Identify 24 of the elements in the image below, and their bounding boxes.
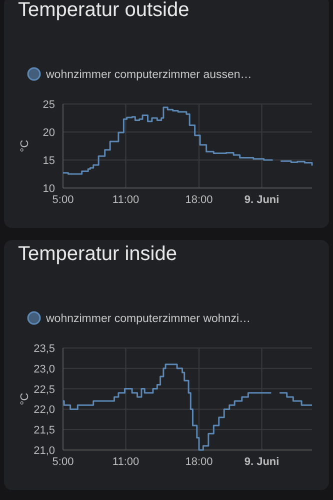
y-tick-label: 23,0 bbox=[34, 363, 55, 376]
legend-label: wohnzimmer computerzimmer aussen… bbox=[45, 69, 252, 81]
y-tick-label: 22,5 bbox=[34, 384, 55, 396]
legend-label: wohnzimmer computerzimmer wohnzi… bbox=[45, 313, 250, 325]
y-tick-label: 21,5 bbox=[34, 424, 55, 437]
y-tick-label: 21,0 bbox=[34, 445, 55, 457]
x-tick-label: 18:00 bbox=[185, 456, 213, 468]
chart-title: Temperatur inside bbox=[18, 243, 177, 265]
y-axis-title: °C bbox=[19, 392, 31, 406]
x-tick-label: 11:00 bbox=[112, 456, 140, 468]
chart-title: Temperatur outside bbox=[18, 0, 190, 21]
x-tick-label: 9. Juni bbox=[244, 194, 280, 206]
x-tick-label: 5:00 bbox=[52, 456, 74, 468]
y-tick-label: 23,5 bbox=[34, 343, 55, 355]
y-tick-label: 20 bbox=[42, 127, 55, 139]
y-tick-label: 15 bbox=[42, 155, 55, 167]
y-axis-title: °C bbox=[19, 140, 31, 152]
y-tick-label: 25 bbox=[42, 99, 55, 111]
x-tick-label: 9. Juni bbox=[244, 456, 280, 468]
y-tick-label: 22,0 bbox=[34, 404, 55, 416]
x-tick-label: 11:00 bbox=[112, 194, 140, 206]
x-tick-label: 5:00 bbox=[52, 194, 74, 206]
x-tick-label: 18:00 bbox=[185, 194, 213, 206]
y-tick-label: 10 bbox=[42, 183, 55, 195]
